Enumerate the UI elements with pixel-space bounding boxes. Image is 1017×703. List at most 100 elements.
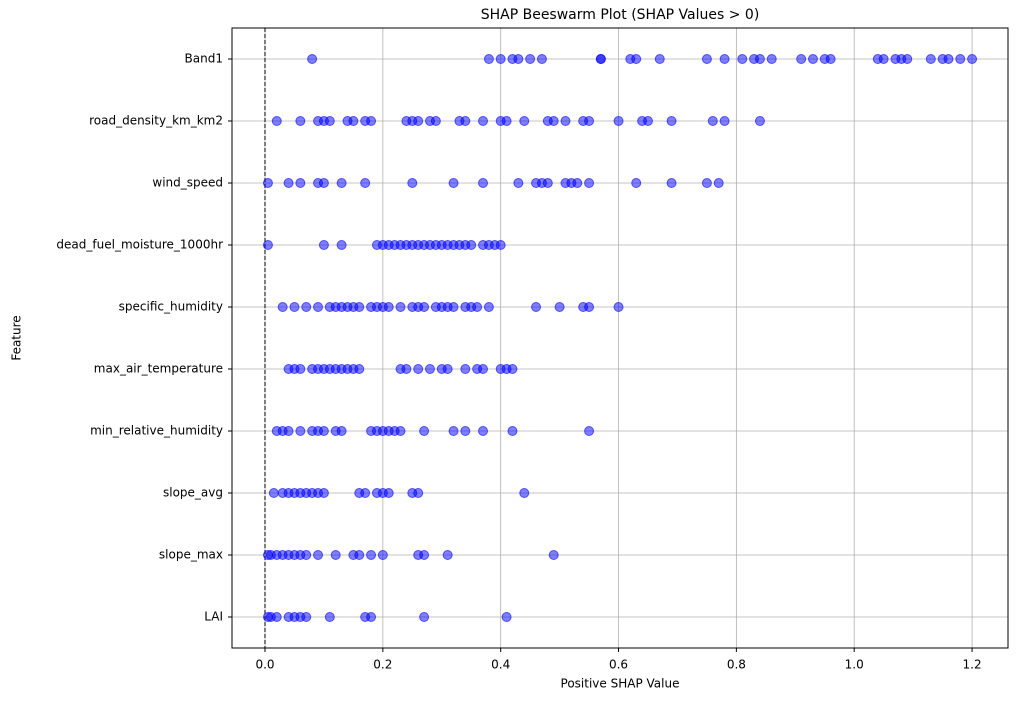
x-tick-label: 1.2 — [963, 658, 982, 672]
point — [631, 178, 642, 188]
point — [495, 240, 506, 250]
point — [707, 116, 718, 126]
x-tick-label: 0.0 — [255, 658, 274, 672]
point — [878, 54, 889, 64]
point — [754, 54, 765, 64]
point — [295, 364, 306, 374]
point — [460, 116, 471, 126]
point — [478, 364, 489, 374]
plot-frame — [231, 27, 1009, 649]
x-tick-label: 1.0 — [845, 658, 864, 672]
point — [478, 178, 489, 188]
y-tick-label: LAI — [204, 610, 223, 624]
point — [483, 54, 494, 64]
x-tick-label: 0.2 — [373, 658, 392, 672]
point — [754, 116, 765, 126]
point — [925, 54, 936, 64]
x-tick-label: 0.4 — [491, 658, 510, 672]
point — [584, 302, 595, 312]
point — [536, 54, 547, 64]
point — [301, 550, 312, 560]
point — [507, 426, 518, 436]
point — [277, 302, 288, 312]
point — [701, 54, 712, 64]
y-tick-label: road_density_km_km2 — [89, 114, 223, 128]
point — [466, 240, 477, 250]
point — [631, 54, 642, 64]
point — [377, 550, 388, 560]
point — [495, 54, 506, 64]
point — [525, 54, 536, 64]
point — [336, 240, 347, 250]
point — [548, 116, 559, 126]
y-tick-label: dead_fuel_moisture_1000hr — [56, 238, 223, 252]
y-tick-label: slope_avg — [163, 486, 223, 500]
point — [584, 178, 595, 188]
y-tick-label: specific_humidity — [119, 300, 223, 314]
y-tick-label: max_air_temperature — [94, 362, 223, 376]
point — [354, 550, 365, 560]
point — [501, 116, 512, 126]
point — [271, 612, 282, 622]
point — [318, 488, 329, 498]
point — [548, 550, 559, 560]
point — [737, 54, 748, 64]
point — [584, 116, 595, 126]
point — [419, 612, 430, 622]
point — [419, 550, 430, 560]
point — [413, 364, 424, 374]
point — [313, 550, 324, 560]
point — [324, 116, 335, 126]
point — [301, 612, 312, 622]
point — [395, 302, 406, 312]
point — [513, 54, 524, 64]
chart-title: SHAP Beeswarm Plot (SHAP Values > 0) — [481, 7, 760, 23]
point — [354, 364, 365, 374]
point — [366, 550, 377, 560]
point — [360, 488, 371, 498]
point — [318, 240, 329, 250]
point — [419, 302, 430, 312]
point — [318, 426, 329, 436]
point — [513, 178, 524, 188]
point — [442, 550, 453, 560]
point — [554, 302, 565, 312]
point — [283, 178, 294, 188]
point — [354, 302, 365, 312]
point — [430, 116, 441, 126]
point — [501, 612, 512, 622]
point — [413, 116, 424, 126]
point — [313, 302, 324, 312]
x-tick-label: 0.8 — [727, 658, 746, 672]
point — [295, 426, 306, 436]
point — [766, 54, 777, 64]
point — [507, 364, 518, 374]
point — [796, 54, 807, 64]
point — [401, 364, 412, 374]
point — [295, 178, 306, 188]
point — [519, 116, 530, 126]
point — [366, 612, 377, 622]
point — [448, 426, 459, 436]
point — [666, 116, 677, 126]
point — [478, 426, 489, 436]
point — [383, 302, 394, 312]
point — [719, 116, 730, 126]
point — [613, 302, 624, 312]
point — [336, 426, 347, 436]
y-tick-label: Band1 — [185, 52, 223, 66]
point — [560, 116, 571, 126]
point — [348, 116, 359, 126]
point — [366, 116, 377, 126]
point — [478, 116, 489, 126]
point — [572, 178, 583, 188]
point — [336, 178, 347, 188]
point — [519, 488, 530, 498]
y-tick-label: min_relative_humidity — [90, 424, 223, 438]
point — [719, 54, 730, 64]
point — [807, 54, 818, 64]
x-tick-label: 0.6 — [609, 658, 628, 672]
point — [542, 178, 553, 188]
